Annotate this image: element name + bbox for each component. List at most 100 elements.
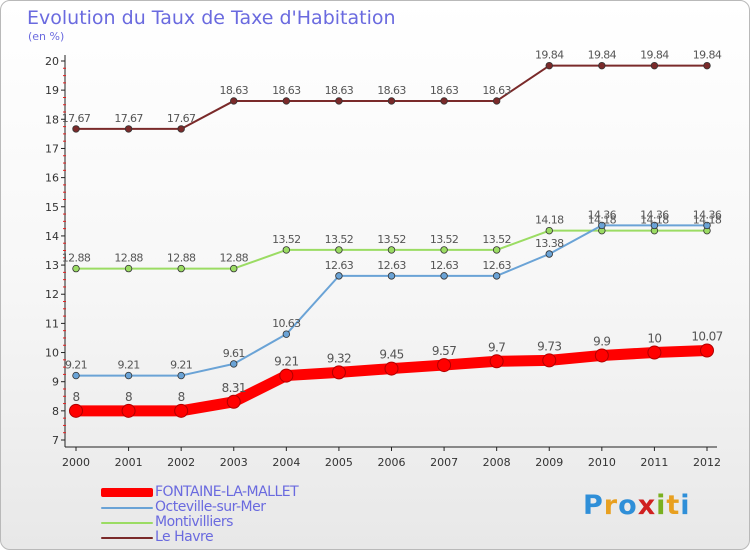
data-point [230, 264, 238, 273]
data-label: 9.21 [170, 359, 192, 372]
data-point [335, 97, 343, 105]
legend-swatch [101, 537, 153, 539]
y-tick-label: 17 [45, 142, 59, 155]
x-tick-label: 2011 [640, 456, 668, 469]
data-label: 13.38 [535, 237, 564, 250]
data-label: 18.63 [220, 84, 249, 97]
legend-swatch [101, 488, 153, 497]
data-point [124, 125, 133, 133]
data-label: 12.63 [482, 259, 511, 272]
series-layer [69, 61, 714, 418]
x-tick-label: 2004 [272, 456, 300, 469]
data-point [387, 272, 396, 280]
data-point [282, 246, 291, 254]
data-point [492, 272, 501, 280]
logo-letter: P [583, 490, 604, 521]
x-tick-label: 2001 [115, 456, 143, 469]
y-tick-label: 7 [52, 434, 59, 447]
data-label: 9.21 [118, 359, 140, 372]
data-label: 12.63 [377, 259, 406, 272]
data-label: 8 [72, 390, 79, 404]
chart-title: Evolution du Taux de Taxe d'Habitation [27, 7, 396, 29]
data-point [121, 403, 136, 418]
data-label-layer: 17.67 17.67 17.67 18.63 18.63 18.63 18.63 18.63… [62, 49, 724, 404]
series-montivilliers [72, 226, 711, 273]
logo-letter: i [656, 490, 667, 521]
y-tick-label: 8 [52, 405, 59, 418]
series-le havre [72, 61, 711, 133]
y-tick-label: 20 [45, 55, 59, 68]
data-label: 13.52 [482, 233, 511, 246]
data-point [282, 97, 291, 105]
data-point [492, 97, 501, 105]
data-label: 14.36 [588, 208, 617, 221]
legend-swatch [101, 507, 153, 509]
data-label: 10.63 [272, 317, 301, 330]
series-fontaine-la-mallet [69, 343, 714, 418]
data-label: 19.84 [588, 49, 617, 62]
data-label: 14.36 [640, 208, 669, 221]
data-label: 13.52 [430, 233, 459, 246]
data-label: 18.63 [325, 84, 354, 97]
data-label: 14.36 [693, 208, 722, 221]
data-point [279, 368, 294, 383]
data-point [72, 125, 80, 133]
data-point [124, 264, 133, 273]
data-label: 9.61 [223, 347, 245, 360]
x-tick-label: 2009 [535, 456, 563, 469]
logo-letter: i [680, 490, 691, 521]
data-label: 19.84 [640, 49, 669, 62]
logo-letter: r [603, 490, 619, 521]
y-tick-label: 19 [45, 84, 59, 97]
legend-label: Montivilliers [155, 514, 233, 530]
data-point [598, 221, 606, 230]
data-point [331, 365, 346, 380]
data-label: 8.31 [222, 381, 246, 395]
data-point [545, 250, 553, 258]
data-label: 12.63 [430, 259, 459, 272]
y-tick-label: 18 [45, 113, 59, 126]
data-point [545, 61, 553, 70]
data-label: 13.52 [325, 233, 354, 246]
logo-letter: o [618, 490, 638, 521]
data-label: 9.57 [432, 344, 456, 358]
x-tick-label: 2005 [325, 456, 353, 469]
y-tick-label: 16 [45, 172, 59, 185]
data-point [69, 403, 83, 418]
data-label: 12.88 [62, 252, 91, 265]
data-point [650, 221, 659, 230]
y-tick-label: 11 [45, 317, 59, 330]
data-label: 14.18 [535, 214, 564, 227]
x-tick-label: 2012 [693, 456, 721, 469]
data-point [700, 343, 714, 358]
data-label: 19.84 [693, 49, 722, 62]
data-label: 8 [178, 390, 185, 404]
legend-swatch [101, 522, 153, 524]
x-tick-label: 2010 [588, 456, 616, 469]
data-label: 18.63 [377, 84, 406, 97]
data-label: 14.18 [588, 214, 617, 227]
data-point [437, 358, 452, 373]
data-point [594, 348, 609, 363]
data-point [72, 371, 80, 380]
x-tick-label: 2006 [378, 456, 406, 469]
y-axis-unit-label: (en %) [28, 30, 65, 43]
data-label: 12.88 [220, 252, 249, 265]
data-label: 17.67 [114, 112, 143, 125]
data-point [387, 97, 396, 105]
data-point [226, 394, 241, 409]
data-label: 12.88 [114, 252, 143, 265]
data-label: 18.63 [482, 84, 511, 97]
data-point [72, 264, 80, 273]
y-tick-label: 14 [45, 230, 59, 243]
data-label: 10.07 [691, 329, 722, 343]
data-label: 13.52 [272, 233, 301, 246]
data-label: 13.52 [377, 233, 406, 246]
data-point [335, 272, 343, 280]
data-point [282, 330, 291, 338]
data-point [387, 246, 396, 254]
data-label: 9.21 [65, 359, 87, 372]
data-point [598, 61, 606, 70]
